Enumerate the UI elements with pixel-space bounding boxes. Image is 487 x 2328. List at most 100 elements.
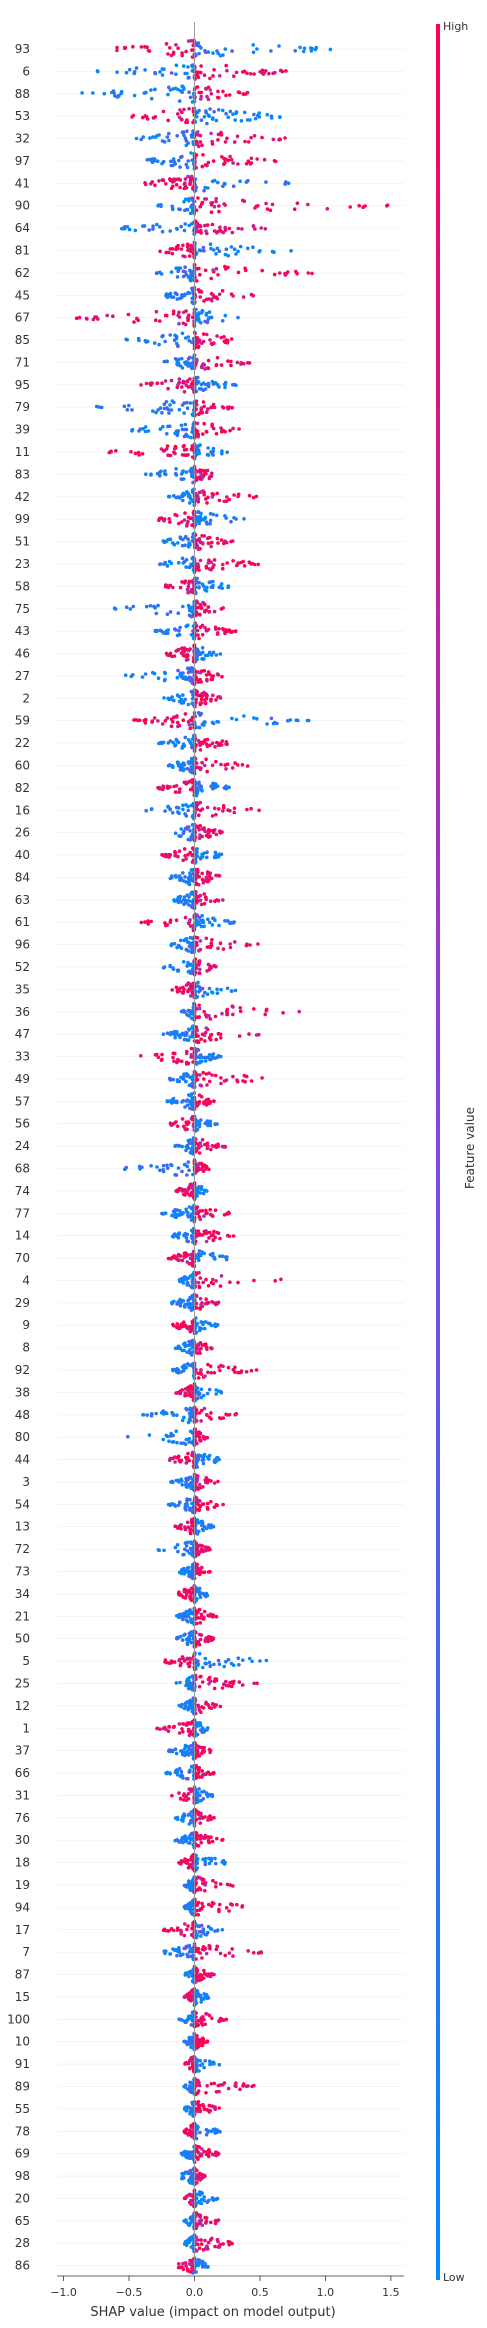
shap-point <box>232 74 236 78</box>
shap-point <box>199 321 203 325</box>
shap-point <box>185 558 189 562</box>
shap-point <box>216 537 220 541</box>
shap-point <box>155 310 159 314</box>
feature-label: 88 <box>15 87 30 101</box>
shap-point <box>205 693 209 697</box>
shap-point <box>206 321 210 325</box>
shap-point <box>184 675 188 679</box>
shap-point <box>216 90 220 94</box>
shap-point <box>170 561 174 565</box>
shap-point <box>211 1214 215 1218</box>
shap-point <box>185 139 189 143</box>
shap-point <box>186 245 190 249</box>
shap-point <box>326 207 330 211</box>
shap-point <box>217 1365 221 1369</box>
shap-point <box>180 1100 184 1104</box>
shap-point <box>206 453 210 457</box>
shap-point <box>204 654 208 658</box>
shap-point <box>228 227 232 231</box>
shap-point <box>183 518 187 522</box>
shap-point <box>205 566 209 570</box>
shap-point <box>207 366 211 370</box>
shap-point <box>236 1281 240 1285</box>
shap-point <box>205 969 209 973</box>
shap-point <box>153 341 157 345</box>
feature-label: 13 <box>15 1520 30 1534</box>
shap-point <box>206 1507 210 1511</box>
shap-point <box>202 920 206 924</box>
shap-point <box>185 1485 189 1489</box>
shap-point <box>169 853 173 857</box>
shap-point <box>212 964 216 968</box>
shap-point <box>222 806 226 810</box>
shap-point <box>214 813 218 817</box>
shap-point <box>197 1281 201 1285</box>
shap-point <box>245 180 249 184</box>
shap-point <box>204 1278 208 1282</box>
shap-point <box>198 959 202 963</box>
shap-point <box>149 472 153 476</box>
feature-label: 38 <box>15 1385 30 1399</box>
shap-point <box>208 987 212 991</box>
shap-point <box>185 524 189 528</box>
shap-point <box>179 1460 183 1464</box>
feature-label: 49 <box>15 1072 30 1086</box>
shap-point <box>172 1503 176 1507</box>
shap-point <box>211 829 215 833</box>
shap-point <box>204 1026 208 1030</box>
shap-point <box>233 761 237 765</box>
shap-point <box>216 991 220 995</box>
shap-point <box>203 626 207 630</box>
shap-point <box>189 1532 193 1536</box>
feature-label: 81 <box>15 244 30 258</box>
shap-point <box>202 475 206 479</box>
shap-point <box>170 270 174 274</box>
shap-point <box>257 809 261 813</box>
feature-label: 41 <box>15 176 30 190</box>
shap-point <box>185 658 189 662</box>
shap-point <box>197 949 201 953</box>
shap-point <box>198 1061 202 1065</box>
feature-label: 8 <box>22 1341 30 1355</box>
shap-point <box>95 405 99 409</box>
shap-point <box>188 918 192 922</box>
shap-point <box>224 253 228 257</box>
shap-point <box>180 296 184 300</box>
shap-point <box>210 405 214 409</box>
shap-point <box>211 721 215 725</box>
shap-point <box>216 356 220 360</box>
shap-point <box>225 450 229 454</box>
shap-point <box>279 138 283 142</box>
shap-point <box>201 633 205 637</box>
shap-point <box>200 1409 204 1413</box>
shap-point <box>210 210 214 214</box>
shap-point <box>189 936 193 940</box>
shap-point <box>173 654 177 658</box>
feature-row-63: 63 <box>15 890 404 910</box>
shap-point <box>130 408 134 412</box>
shap-point <box>199 71 203 75</box>
shap-point <box>151 719 155 723</box>
shap-point <box>210 452 214 456</box>
shap-point <box>196 267 200 271</box>
shap-point <box>207 113 211 117</box>
feature-row-27: 27 <box>15 666 404 686</box>
shap-point <box>184 309 188 313</box>
shap-point <box>218 1369 222 1373</box>
feature-row-71: 71 <box>15 353 404 370</box>
shap-point <box>246 361 250 365</box>
shap-point <box>205 770 209 774</box>
feature-label: 68 <box>15 1162 30 1176</box>
shap-point <box>257 111 261 115</box>
shap-point <box>202 189 206 193</box>
shap-point <box>208 77 212 81</box>
shap-point <box>236 316 240 320</box>
shap-point <box>172 898 176 902</box>
feature-label: 59 <box>15 714 30 728</box>
shap-point <box>218 1416 222 1420</box>
shap-point <box>220 430 224 434</box>
shap-point <box>167 517 171 521</box>
feature-label: 47 <box>15 1027 30 1041</box>
feature-row-75: 75 <box>15 599 404 618</box>
feature-row-39: 39 <box>15 421 404 440</box>
